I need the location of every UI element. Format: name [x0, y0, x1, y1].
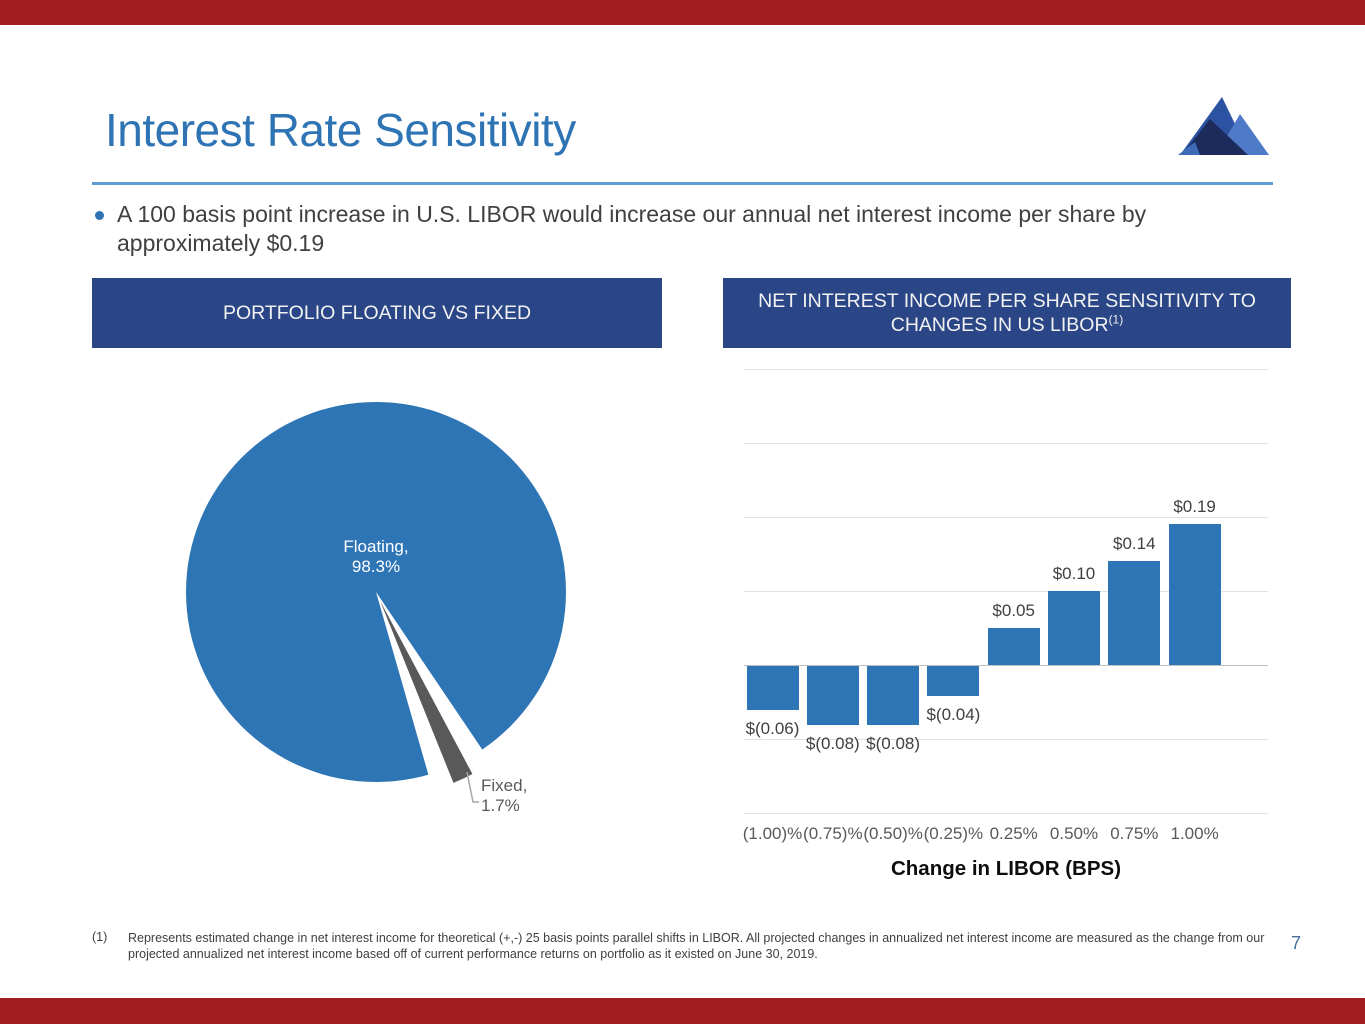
x-tick-label: 1.00%	[1170, 824, 1219, 843]
page-title: Interest Rate Sensitivity	[105, 104, 576, 156]
x-tick-label: (1.00)%	[742, 824, 803, 843]
bar-value-label: $(0.08)	[866, 734, 921, 754]
bar-value-label: $(0.04)	[926, 704, 981, 724]
bar-chart: Change in LIBOR (BPS) $(0.06) (1.00)% $(0.…	[743, 360, 1268, 880]
bar-1.00%	[1168, 524, 1221, 665]
gridline	[744, 813, 1268, 814]
bar-(1.00)%	[746, 666, 799, 711]
bar-value-label: $0.10	[1052, 564, 1096, 583]
bar-(0.25)%	[927, 666, 980, 696]
bar-value-label: $(0.08)	[805, 734, 860, 754]
footnote-reference: (1)	[1108, 312, 1124, 327]
bottom-red-band	[0, 998, 1365, 1024]
bar-value-label: $0.19	[1173, 497, 1216, 517]
zero-axis-line	[744, 665, 1268, 666]
pie-slice-fixed	[380, 601, 473, 783]
right-panel-header: NET INTEREST INCOME PER SHARE SENSITIVIT…	[723, 278, 1291, 348]
pie-chart	[176, 392, 576, 822]
mountain-logo-icon	[1178, 97, 1269, 155]
gridline	[744, 591, 1268, 592]
gridline	[744, 443, 1268, 444]
bar-value-label: $(0.06)	[745, 719, 800, 739]
page-number: 7	[1291, 933, 1302, 953]
title-divider	[92, 182, 1273, 185]
x-tick-label: 0.50%	[1049, 824, 1099, 843]
pie-slice-gap	[376, 592, 488, 784]
pie-label-fixed: Fixed, 1.7%	[481, 776, 528, 815]
bar-(0.50)%	[867, 666, 920, 726]
left-panel-header-label: PORTFOLIO FLOATING VS FIXED	[222, 302, 532, 324]
gridline	[744, 517, 1268, 518]
footnote-marker: (1)	[92, 930, 108, 944]
x-tick-label: 0.25%	[989, 824, 1038, 843]
bar-(0.75)%	[806, 666, 859, 726]
footnote-text: Represents estimated change in net inter…	[128, 931, 1265, 961]
left-panel-header: PORTFOLIO FLOATING VS FIXED	[92, 278, 662, 348]
bar-value-label: $0.05	[992, 601, 1035, 620]
bar-0.75%	[1108, 561, 1161, 665]
bar-0.50%	[1048, 591, 1100, 665]
bullet-dot	[95, 211, 104, 220]
bar-value-label: $0.14	[1113, 534, 1156, 554]
top-red-band	[0, 0, 1365, 25]
bullet-text: A 100 basis point increase in U.S. LIBOR…	[117, 201, 1147, 256]
x-tick-label: 0.75%	[1110, 824, 1159, 843]
pie-leader-line	[466, 771, 479, 803]
x-tick-label: (0.50)%	[863, 824, 923, 843]
pie-label-floating: Floating, 98.3%	[343, 537, 409, 576]
gridline	[744, 739, 1268, 740]
pie-chart-svg	[186, 402, 566, 803]
x-tick-label: (0.75)%	[803, 824, 863, 843]
bar-0.25%	[987, 628, 1040, 665]
gridline	[744, 369, 1268, 370]
x-tick-label: (0.25)%	[923, 824, 984, 843]
right-panel-header-label: NET INTEREST INCOME PER SHARE SENSITIVIT…	[758, 290, 1256, 336]
x-axis-title: Change in LIBOR (BPS)	[890, 857, 1122, 880]
